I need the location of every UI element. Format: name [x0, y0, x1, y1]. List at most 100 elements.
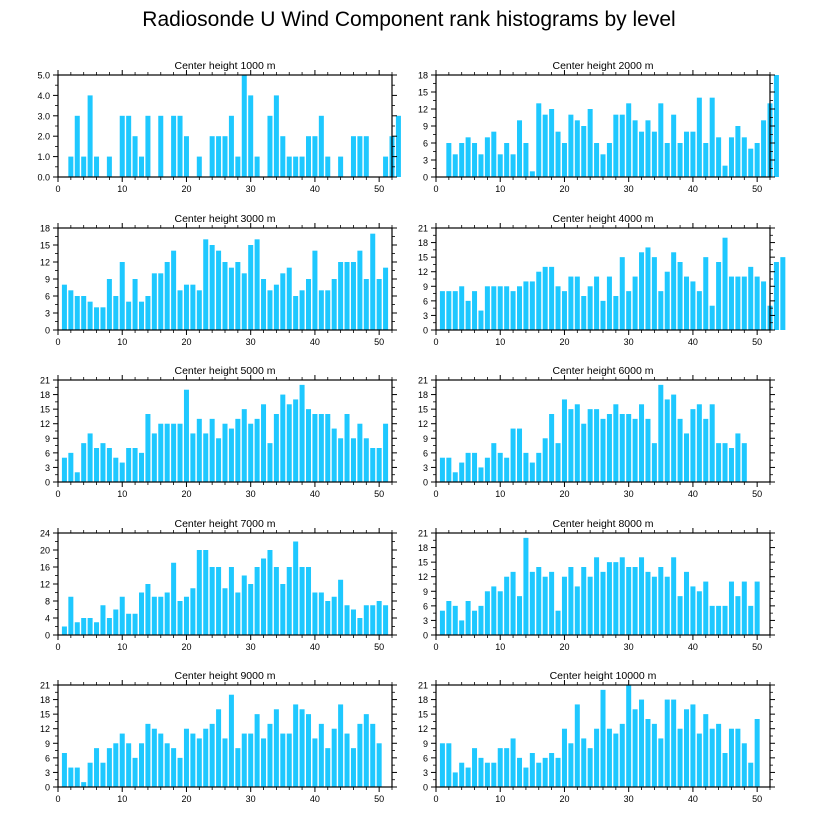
bar: [606, 143, 612, 177]
bar: [510, 571, 516, 635]
bar: [254, 156, 260, 177]
bar: [209, 136, 215, 177]
bar: [357, 723, 363, 787]
bar: [350, 748, 356, 787]
bar: [748, 266, 754, 330]
bar: [248, 423, 254, 482]
bar: [472, 452, 478, 482]
bar: [164, 592, 170, 635]
x-tick-label: 50: [752, 184, 762, 194]
bar: [100, 443, 106, 482]
bar: [600, 418, 606, 482]
bar: [696, 733, 702, 787]
bar: [561, 728, 567, 787]
bar: [632, 567, 638, 635]
bar: [568, 567, 574, 635]
bar: [261, 404, 267, 482]
panel-title: Center height 5000 m: [175, 365, 276, 377]
y-tick-label: 3: [423, 156, 428, 166]
bar: [119, 733, 125, 787]
bar: [632, 276, 638, 330]
y-tick-label: 18: [40, 224, 50, 234]
bar: [100, 762, 106, 787]
bar: [613, 404, 619, 482]
x-tick-label: 50: [752, 337, 762, 347]
bar: [139, 301, 145, 330]
x-tick-label: 20: [559, 642, 569, 652]
bar: [235, 748, 241, 787]
x-tick-label: 40: [688, 794, 698, 804]
bar: [529, 462, 535, 482]
x-tick-label: 0: [433, 337, 438, 347]
y-tick-label: 12: [418, 572, 428, 582]
bar: [491, 131, 497, 177]
bar: [357, 618, 363, 635]
y-tick-label: 4.0: [37, 91, 50, 101]
bar: [376, 601, 382, 635]
x-tick-label: 20: [181, 642, 191, 652]
bar: [171, 250, 177, 330]
bar: [306, 567, 312, 635]
bar: [696, 591, 702, 635]
x-tick-label: 50: [374, 794, 384, 804]
x-tick-label: 40: [688, 184, 698, 194]
panel-3: Center height 3000 m 0 3 6 9 12 15 18 0 10 20 30 40 5…: [40, 213, 397, 347]
bar: [331, 728, 337, 787]
panel-6: Center height 6000 m 0 3 6 9 12 15 18 21 0 10 20 30 4…: [418, 365, 775, 499]
bar: [325, 414, 331, 482]
y-tick-label: 0: [423, 783, 428, 793]
bar: [254, 714, 260, 787]
y-tick-label: 6: [423, 448, 428, 458]
y-tick-label: 5.0: [37, 71, 50, 81]
bar: [606, 414, 612, 482]
bar: [677, 143, 683, 177]
bar: [286, 267, 292, 330]
bar: [478, 605, 484, 635]
bar: [555, 443, 561, 482]
bar: [446, 457, 452, 482]
bar: [639, 131, 645, 177]
bar: [363, 605, 369, 635]
bar: [383, 605, 389, 635]
y-tick-label: 21: [418, 224, 428, 234]
bar: [748, 605, 754, 635]
bar: [228, 115, 234, 177]
bar: [68, 767, 74, 787]
bar: [459, 462, 465, 482]
bar: [594, 276, 600, 330]
bar: [626, 685, 632, 787]
bar: [709, 305, 715, 330]
bar: [222, 136, 228, 177]
bar: [228, 428, 234, 482]
bar: [696, 97, 702, 177]
bar: [671, 252, 677, 330]
bar: [568, 276, 574, 330]
bar: [196, 738, 202, 787]
bar: [472, 610, 478, 635]
bar: [472, 748, 478, 787]
x-tick-label: 10: [495, 489, 505, 499]
bar: [510, 291, 516, 330]
bar: [581, 738, 587, 787]
bar: [254, 239, 260, 330]
bar: [658, 103, 664, 177]
bar: [87, 618, 93, 635]
bar: [594, 143, 600, 177]
bar: [74, 622, 80, 635]
bar: [267, 550, 273, 635]
bar: [177, 757, 183, 787]
bar: [350, 262, 356, 330]
bar: [716, 137, 722, 177]
bar: [645, 719, 651, 787]
bar: [94, 748, 100, 787]
bar: [703, 143, 709, 177]
bar: [145, 414, 151, 482]
bar: [517, 428, 523, 482]
x-tick-label: 40: [310, 337, 320, 347]
bar: [568, 743, 574, 787]
bar: [529, 171, 535, 177]
y-tick-label: 15: [418, 710, 428, 720]
bar: [510, 738, 516, 787]
bar: [561, 576, 567, 635]
y-tick-label: 3.0: [37, 111, 50, 121]
